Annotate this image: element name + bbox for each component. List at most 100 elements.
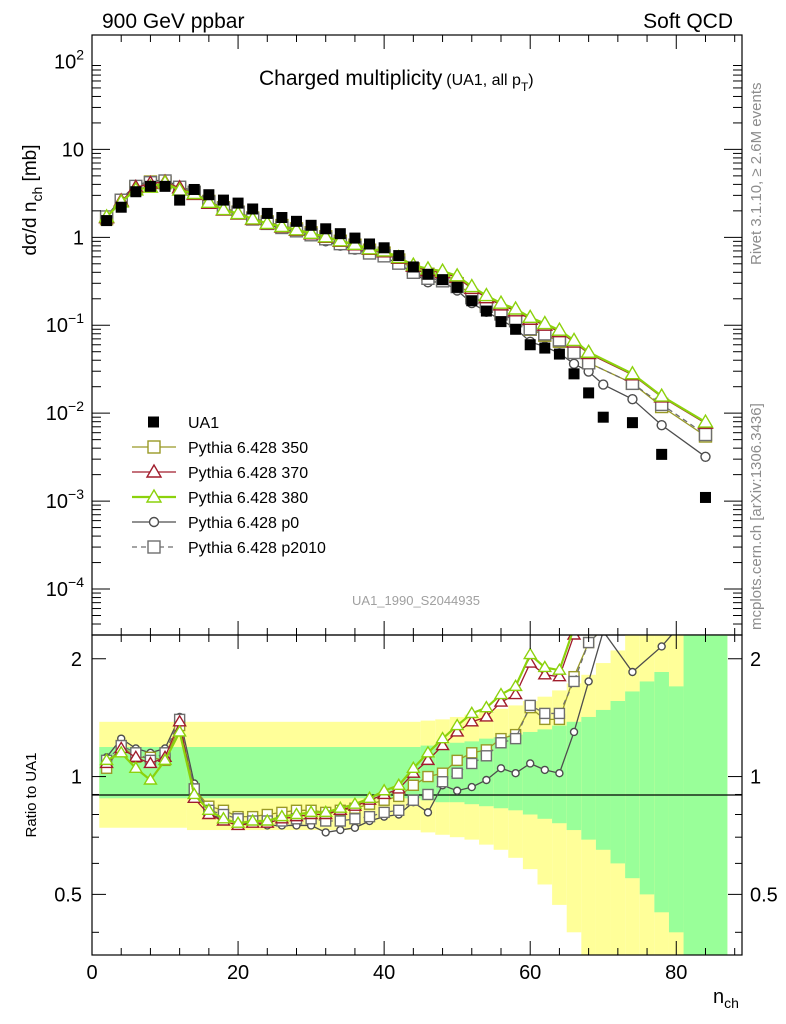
- x-tick-label: 0: [86, 962, 97, 984]
- series-marker: [215, 201, 232, 216]
- series-marker: [697, 413, 714, 428]
- series-ratio-marker: [656, 511, 668, 521]
- series-ratio-marker: [552, 662, 567, 675]
- data-point: [393, 250, 405, 262]
- series-ratio-marker: [451, 767, 463, 779]
- legend-marker: [145, 463, 163, 478]
- series-ratio-marker: [435, 731, 450, 744]
- series-marker: [598, 379, 609, 390]
- series-ratio-marker: [449, 718, 465, 731]
- series-0-main: [99, 175, 713, 443]
- series-ratio-marker: [464, 714, 480, 727]
- series-ratio-marker: [333, 800, 348, 813]
- data-point: [510, 323, 522, 335]
- data-point: [305, 219, 317, 231]
- series-ratio-marker: [113, 745, 129, 758]
- data-point: [144, 180, 156, 192]
- series-marker: [317, 228, 334, 243]
- series-ratio-marker: [420, 753, 436, 766]
- series-ratio-marker: [172, 724, 187, 737]
- series-ratio-marker: [347, 796, 363, 809]
- series-ratio-marker: [601, 635, 606, 636]
- legend-label: Pythia 6.428 350: [188, 440, 308, 457]
- series-ratio-marker: [568, 622, 580, 632]
- legend-label-data: UA1: [188, 415, 219, 432]
- chart-title-main: Charged multiplicity: [259, 67, 443, 90]
- y-tick-label: 10: [62, 139, 84, 161]
- data-point: [349, 232, 361, 244]
- series-line: [105, 181, 707, 424]
- series-ratio-marker: [303, 805, 319, 818]
- legend-entry-data: UA1: [148, 415, 219, 432]
- series-ratio-marker: [656, 515, 668, 525]
- ratio-y-tick-label: 1: [71, 767, 82, 789]
- series-ratio-marker: [423, 808, 433, 817]
- y-axis-label: dσ/d nch [mb]: [20, 144, 45, 255]
- series-ratio-marker: [378, 806, 390, 819]
- legend-marker: [145, 488, 163, 503]
- ratio-band-inner: [99, 747, 187, 799]
- series-marker: [507, 300, 524, 315]
- series-marker: [521, 308, 539, 324]
- data-point: [334, 228, 346, 240]
- series-marker: [580, 343, 597, 358]
- data-point: [422, 268, 434, 280]
- data-point: [364, 238, 376, 250]
- series-ratio-marker: [482, 775, 491, 785]
- series-ratio-marker: [349, 813, 361, 825]
- series-marker: [478, 287, 495, 302]
- series-marker: [463, 278, 480, 293]
- series-ratio-marker: [584, 677, 593, 686]
- series-ratio-marker: [318, 805, 333, 818]
- series-ratio-marker: [479, 700, 494, 713]
- legend-entry-1: Pythia 6.428 370: [132, 463, 308, 482]
- side-label-top: Rivet 3.1.10, ≥ 2.6M events: [748, 83, 765, 266]
- y-tick-label: 10−1: [46, 310, 84, 337]
- series-ratio-marker: [376, 783, 392, 796]
- y-tick-label: 10−3: [46, 486, 84, 513]
- series-ratio-marker: [391, 777, 406, 790]
- series-ratio-marker: [657, 642, 666, 651]
- chart-title-sub-index: T: [521, 80, 529, 94]
- data-point: [568, 368, 580, 380]
- series-marker: [492, 294, 510, 309]
- series-ratio-marker: [509, 732, 522, 745]
- series-ratio-marker: [201, 802, 217, 815]
- ratio-y-tick-label-right: 0.5: [750, 884, 778, 906]
- series-ratio-marker: [657, 549, 667, 559]
- series-marker: [700, 451, 711, 463]
- series-ratio-marker: [583, 590, 595, 600]
- ratio-band-inner: [654, 672, 669, 913]
- series-ratio-marker: [552, 669, 567, 682]
- series-marker: [565, 332, 583, 347]
- x-axis-label-main: n: [713, 986, 724, 1008]
- series-ratio-marker: [362, 790, 377, 803]
- data-point: [656, 448, 668, 460]
- series-line: [106, 181, 706, 424]
- series-ratio-marker: [334, 815, 347, 827]
- data-point: [101, 215, 113, 227]
- chart-title-sub-text: (UA1, all p: [446, 72, 521, 89]
- series-ratio-marker: [99, 753, 114, 766]
- series-ratio-marker: [363, 810, 376, 823]
- series-ratio-marker: [479, 709, 494, 722]
- series-2-main: [98, 174, 714, 428]
- series-ratio-marker: [537, 667, 553, 680]
- series-ratio-marker: [407, 794, 420, 806]
- y-tick-label: 1: [73, 227, 84, 249]
- side-label-bottom: mcplots.cern.ch [arXiv:1306.3436]: [748, 403, 765, 630]
- series-ratio-marker: [451, 754, 463, 767]
- series-ratio-marker: [522, 647, 538, 660]
- ratio-y-tick-label: 0.5: [54, 884, 82, 906]
- series-marker: [273, 218, 291, 233]
- series-ratio-marker: [568, 675, 580, 688]
- series-ratio-marker: [230, 815, 246, 828]
- series-ratio-marker: [480, 750, 493, 762]
- series-ratio-marker: [493, 687, 509, 700]
- legend-entry-3: Pythia 6.428 p0: [132, 515, 299, 532]
- series-ratio-marker: [422, 788, 434, 801]
- data-point: [203, 189, 215, 201]
- series-ratio-marker: [702, 592, 709, 599]
- series-ratio-marker: [627, 597, 637, 607]
- header-right: Soft QCD: [643, 10, 733, 33]
